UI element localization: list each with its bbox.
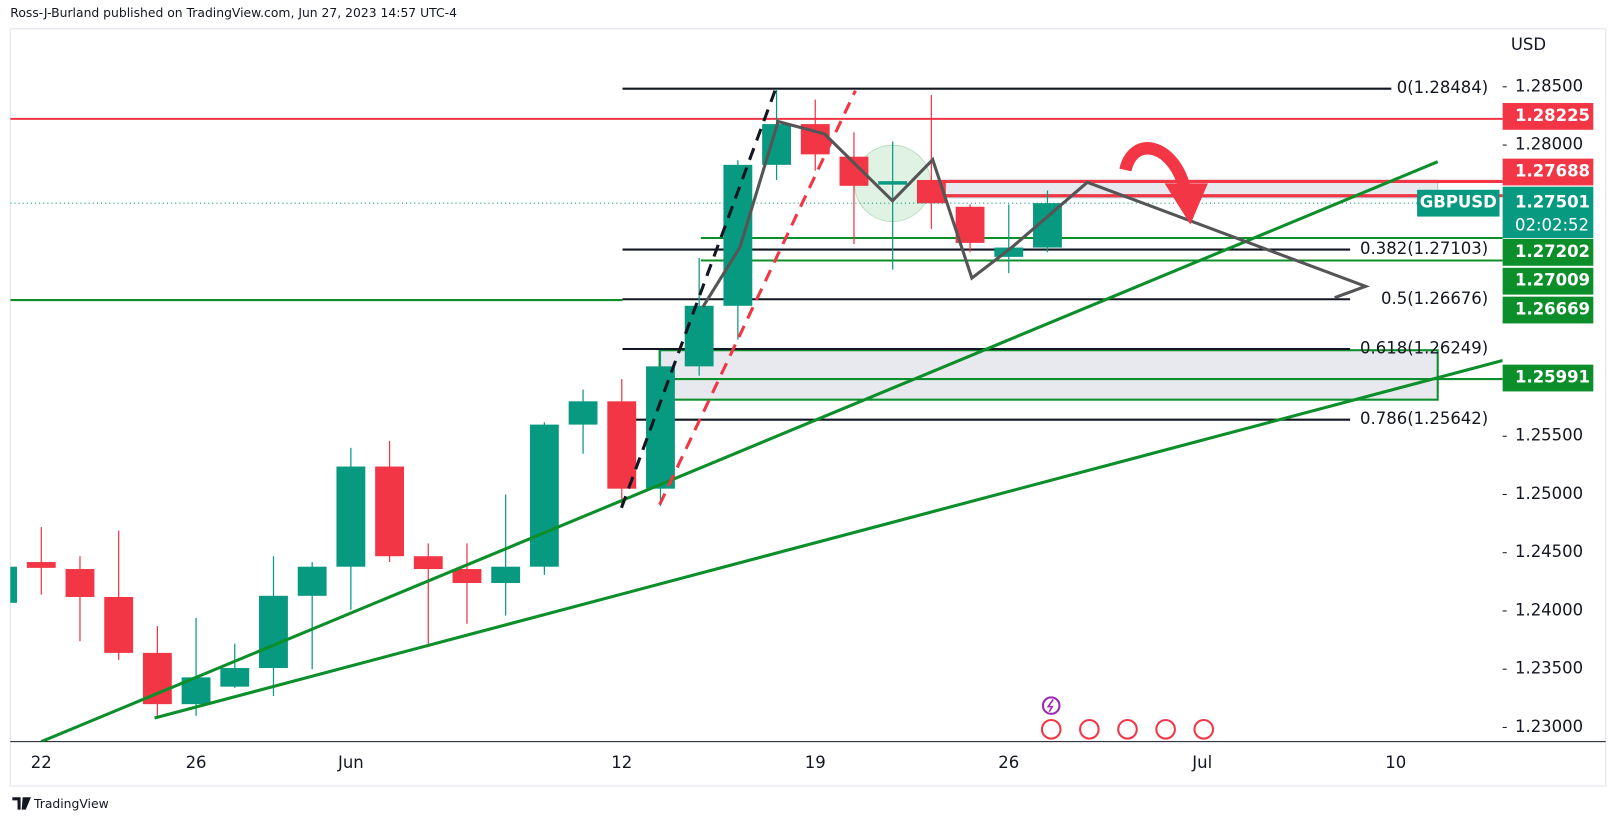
event-icon[interactable] bbox=[1155, 718, 1176, 740]
candle-body bbox=[413, 556, 443, 570]
dashed-line bbox=[658, 89, 857, 506]
y-tick-label: 1.28500 bbox=[1515, 76, 1583, 95]
candle-body bbox=[259, 595, 288, 669]
event-flags bbox=[1040, 718, 1215, 740]
countdown: 02:02:52 bbox=[1515, 215, 1589, 234]
candle-body bbox=[878, 181, 908, 185]
arrow bbox=[1119, 142, 1192, 193]
fib-label: 0.618(1.26249) bbox=[1360, 339, 1488, 358]
x-tick-label: Jun bbox=[337, 753, 364, 772]
candle-body bbox=[336, 466, 366, 567]
overlay bbox=[40, 89, 1503, 742]
x-tick-label: 26 bbox=[998, 753, 1019, 772]
y-tick-label: 1.28000 bbox=[1515, 135, 1583, 154]
candle-body bbox=[529, 424, 559, 567]
price-badge bbox=[1502, 267, 1594, 295]
candle-body bbox=[607, 401, 637, 489]
currency: USD bbox=[1511, 35, 1546, 54]
price-badge bbox=[1502, 238, 1594, 266]
x-tick-label: Jul bbox=[1191, 753, 1212, 772]
candle-body bbox=[375, 466, 404, 557]
footer-text: TradingView bbox=[33, 797, 109, 811]
candle-body bbox=[916, 179, 946, 204]
fib-label: 0.382(1.27103) bbox=[1360, 239, 1488, 258]
candle-body bbox=[220, 668, 250, 687]
trendline bbox=[154, 359, 1503, 720]
event-icon[interactable] bbox=[1040, 718, 1062, 740]
price-badge bbox=[1502, 158, 1594, 186]
event-icon[interactable] bbox=[1079, 718, 1100, 740]
price-badge-label: 1.26669 bbox=[1515, 300, 1590, 319]
zone bbox=[658, 349, 1439, 401]
header: Ross-J-Burland published on TradingView.… bbox=[10, 6, 457, 20]
event-icon[interactable] bbox=[1041, 696, 1061, 715]
frame bbox=[9, 28, 1607, 787]
price-badge-label: 1.27202 bbox=[1515, 242, 1590, 261]
price-badge-label: 1.27688 bbox=[1515, 162, 1590, 181]
projection-path bbox=[701, 119, 1371, 308]
candle-body bbox=[684, 305, 714, 367]
x-tick-label: 22 bbox=[31, 753, 52, 772]
candle-body bbox=[568, 401, 598, 425]
x-tick-label: 19 bbox=[805, 753, 826, 772]
y-tick-label: 1.25000 bbox=[1515, 484, 1583, 503]
price-badge bbox=[1502, 296, 1594, 324]
y-tick-label: 1.24000 bbox=[1515, 600, 1583, 619]
trendline bbox=[40, 160, 1439, 742]
fib-label: 0(1.28484) bbox=[1397, 78, 1488, 97]
last-price-badge bbox=[1502, 186, 1594, 239]
arrow-head bbox=[1164, 183, 1208, 225]
x-tick-label: 10 bbox=[1385, 753, 1406, 772]
price-axis: 1.28500 1.28000 1.25500 1.25000 1.24500 1.240… bbox=[31, 76, 1594, 772]
symbol-label: GBPUSD bbox=[1420, 193, 1497, 212]
fib-label: 0.5(1.26676) bbox=[1381, 289, 1488, 308]
symbol-badge bbox=[1417, 189, 1500, 217]
candle-body bbox=[994, 247, 1024, 257]
event-icon[interactable] bbox=[1117, 718, 1138, 740]
y-tick-label: 1.24500 bbox=[1515, 542, 1583, 561]
x-tick-label: 12 bbox=[611, 753, 632, 772]
event-icon bbox=[1046, 698, 1054, 713]
candle-body bbox=[297, 566, 327, 596]
last-price-label: 1.27501 bbox=[1515, 193, 1590, 212]
logo bbox=[12, 797, 31, 810]
y-tick-label: 1.23500 bbox=[1515, 659, 1583, 678]
candle-body bbox=[104, 596, 134, 653]
x-tick-label: 26 bbox=[186, 753, 207, 772]
candle-body bbox=[26, 562, 56, 568]
price-badge-label: 1.28225 bbox=[1515, 106, 1590, 125]
event-icon[interactable] bbox=[1193, 718, 1215, 740]
price-badge bbox=[1502, 103, 1594, 130]
candle-body bbox=[955, 206, 985, 243]
dashed-line bbox=[620, 90, 777, 509]
candle-body bbox=[723, 164, 753, 306]
price-badge bbox=[1502, 364, 1594, 392]
y-tick-label: 1.25500 bbox=[1515, 426, 1583, 445]
candle-body bbox=[452, 569, 482, 584]
candle-body bbox=[491, 566, 521, 584]
y-tick-label: 1.23000 bbox=[1515, 717, 1583, 736]
fib-label: 0.786(1.25642) bbox=[1360, 409, 1488, 428]
candle-body bbox=[10, 566, 18, 603]
footer: TradingView bbox=[12, 797, 109, 811]
price-badge-label: 1.27009 bbox=[1515, 271, 1590, 290]
price-badge-label: 1.25991 bbox=[1515, 368, 1590, 387]
candle-body bbox=[142, 652, 172, 705]
candle-body bbox=[65, 569, 95, 597]
